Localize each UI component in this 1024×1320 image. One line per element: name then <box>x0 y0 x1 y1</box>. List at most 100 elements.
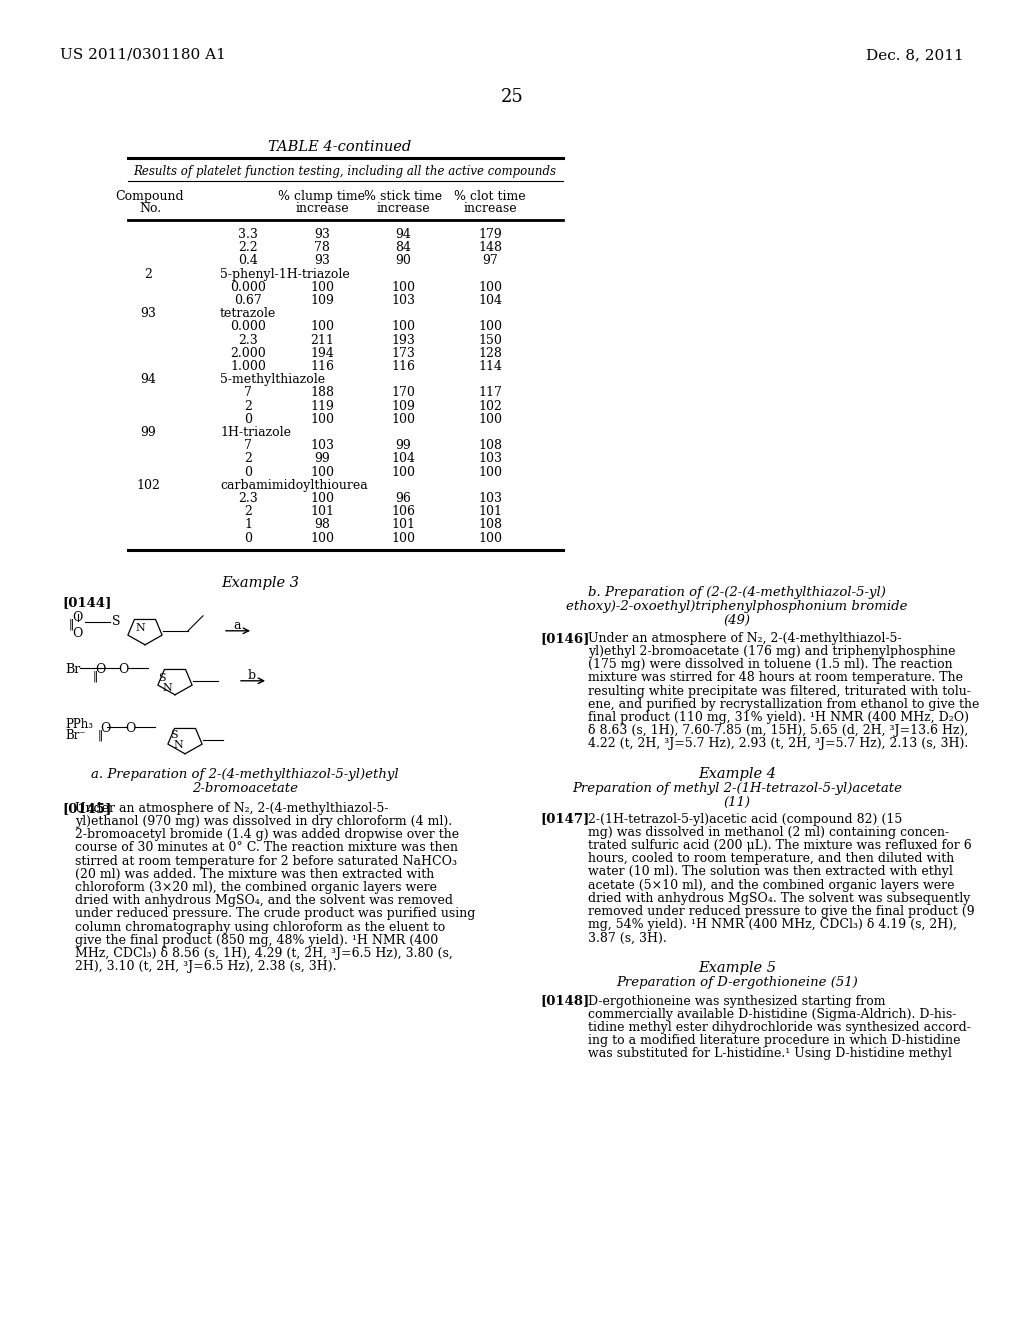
Text: increase: increase <box>463 202 517 215</box>
Text: δ 8.63 (s, 1H), 7.60-7.85 (m, 15H), 5.65 (d, 2H, ³J=13.6 Hz),: δ 8.63 (s, 1H), 7.60-7.85 (m, 15H), 5.65… <box>588 725 969 737</box>
Text: 93: 93 <box>314 255 330 268</box>
Text: [0147]: [0147] <box>540 813 589 825</box>
Text: 100: 100 <box>310 281 334 294</box>
Text: 99: 99 <box>395 440 411 453</box>
Text: mixture was stirred for 48 hours at room temperature. The: mixture was stirred for 48 hours at room… <box>588 672 963 684</box>
Text: 94: 94 <box>395 228 411 242</box>
Text: 100: 100 <box>391 413 415 426</box>
Text: hours, cooled to room temperature, and then diluted with: hours, cooled to room temperature, and t… <box>588 853 954 865</box>
Text: resulting white precipitate was filtered, triturated with tolu-: resulting white precipitate was filtered… <box>588 685 971 697</box>
Text: 100: 100 <box>478 466 502 479</box>
Text: N: N <box>162 682 172 693</box>
Text: MHz, CDCl₃) δ 8.56 (s, 1H), 4.29 (t, 2H, ³J=6.5 Hz), 3.80 (s,: MHz, CDCl₃) δ 8.56 (s, 1H), 4.29 (t, 2H,… <box>75 946 453 960</box>
Text: TABLE 4-continued: TABLE 4-continued <box>268 140 412 154</box>
Text: 108: 108 <box>478 440 502 453</box>
Text: 84: 84 <box>395 242 411 255</box>
Text: 2H), 3.10 (t, 2H, ³J=6.5 Hz), 2.38 (s, 3H).: 2H), 3.10 (t, 2H, ³J=6.5 Hz), 2.38 (s, 3… <box>75 960 337 973</box>
Text: 2-bromoacetyl bromide (1.4 g) was added dropwise over the: 2-bromoacetyl bromide (1.4 g) was added … <box>75 828 459 841</box>
Text: [0144]: [0144] <box>62 595 112 609</box>
Text: 100: 100 <box>478 413 502 426</box>
Text: 2-bromoacetate: 2-bromoacetate <box>193 781 298 795</box>
Text: 100: 100 <box>478 532 502 545</box>
Text: 7: 7 <box>244 387 252 400</box>
Text: 2: 2 <box>144 268 152 281</box>
Text: 93: 93 <box>140 308 156 321</box>
Text: increase: increase <box>295 202 349 215</box>
Text: US 2011/0301180 A1: US 2011/0301180 A1 <box>60 48 226 62</box>
Text: 102: 102 <box>478 400 502 413</box>
Text: 93: 93 <box>314 228 330 242</box>
Text: 101: 101 <box>478 506 502 519</box>
Text: 108: 108 <box>478 519 502 532</box>
Text: a. Preparation of 2-(4-methylthiazol-5-yl)ethyl: a. Preparation of 2-(4-methylthiazol-5-y… <box>91 768 398 781</box>
Text: 0: 0 <box>244 413 252 426</box>
Text: 0: 0 <box>244 466 252 479</box>
Text: % stick time: % stick time <box>364 190 442 203</box>
Text: 100: 100 <box>391 281 415 294</box>
Text: 1H-triazole: 1H-triazole <box>220 426 291 440</box>
Text: commercially available D-histidine (Sigma-Aldrich). D-his-: commercially available D-histidine (Sigm… <box>588 1007 956 1020</box>
Text: 1.000: 1.000 <box>230 360 266 374</box>
Text: [0146]: [0146] <box>540 632 590 644</box>
Text: Example 3: Example 3 <box>221 576 299 590</box>
Text: column chromatography using chloroform as the eluent to: column chromatography using chloroform a… <box>75 920 445 933</box>
Text: 173: 173 <box>391 347 415 360</box>
Text: % clump time: % clump time <box>279 190 366 203</box>
Text: chloroform (3×20 ml), the combined organic layers were: chloroform (3×20 ml), the combined organ… <box>75 880 437 894</box>
Text: 100: 100 <box>310 413 334 426</box>
Text: 114: 114 <box>478 360 502 374</box>
Text: 116: 116 <box>310 360 334 374</box>
Text: Results of platelet function testing, including all the active compounds: Results of platelet function testing, in… <box>133 165 556 178</box>
Text: O: O <box>72 611 82 624</box>
Text: b. Preparation of (2-(2-(4-methylthiazol-5-yl): b. Preparation of (2-(2-(4-methylthiazol… <box>588 586 886 599</box>
Text: 4.22 (t, 2H, ³J=5.7 Hz), 2.93 (t, 2H, ³J=5.7 Hz), 2.13 (s, 3H).: 4.22 (t, 2H, ³J=5.7 Hz), 2.93 (t, 2H, ³J… <box>588 738 969 750</box>
Text: 104: 104 <box>478 294 502 308</box>
Text: 193: 193 <box>391 334 415 347</box>
Text: 100: 100 <box>478 281 502 294</box>
Text: (11): (11) <box>724 796 751 809</box>
Text: 96: 96 <box>395 492 411 506</box>
Text: course of 30 minutes at 0° C. The reaction mixture was then: course of 30 minutes at 0° C. The reacti… <box>75 841 458 854</box>
Text: 2.2: 2.2 <box>239 242 258 255</box>
Text: No.: No. <box>139 202 161 215</box>
Text: 90: 90 <box>395 255 411 268</box>
Text: 148: 148 <box>478 242 502 255</box>
Text: 100: 100 <box>478 321 502 334</box>
Text: increase: increase <box>376 202 430 215</box>
Text: 104: 104 <box>391 453 415 466</box>
Text: 0.000: 0.000 <box>230 321 266 334</box>
Text: Br: Br <box>65 663 80 676</box>
Text: 103: 103 <box>478 492 502 506</box>
Text: (49): (49) <box>724 614 751 627</box>
Text: N: N <box>173 739 182 750</box>
Text: mg, 54% yield). ¹H NMR (400 MHz, CDCl₃) δ 4.19 (s, 2H),: mg, 54% yield). ¹H NMR (400 MHz, CDCl₃) … <box>588 919 957 931</box>
Text: acetate (5×10 ml), and the combined organic layers were: acetate (5×10 ml), and the combined orga… <box>588 879 954 891</box>
Text: 97: 97 <box>482 255 498 268</box>
Text: 2: 2 <box>244 506 252 519</box>
Text: 100: 100 <box>391 466 415 479</box>
Text: ing to a modified literature procedure in which D-histidine: ing to a modified literature procedure i… <box>588 1034 961 1047</box>
Text: 102: 102 <box>136 479 160 492</box>
Text: 100: 100 <box>391 321 415 334</box>
Text: 103: 103 <box>310 440 334 453</box>
Text: 98: 98 <box>314 519 330 532</box>
Text: tetrazole: tetrazole <box>220 308 276 321</box>
Text: O: O <box>125 722 135 735</box>
Text: 117: 117 <box>478 387 502 400</box>
Text: 188: 188 <box>310 387 334 400</box>
Text: Example 4: Example 4 <box>698 767 776 780</box>
Text: removed under reduced pressure to give the final product (9: removed under reduced pressure to give t… <box>588 906 975 917</box>
Text: 128: 128 <box>478 347 502 360</box>
Text: ethoxy)-2-oxoethyl)triphenylphosphonium bromide: ethoxy)-2-oxoethyl)triphenylphosphonium … <box>566 599 907 612</box>
Text: 100: 100 <box>310 466 334 479</box>
Text: Under an atmosphere of N₂, 2-(4-methylthiazol-5-: Under an atmosphere of N₂, 2-(4-methylth… <box>75 801 388 814</box>
Text: PPh₃: PPh₃ <box>65 718 93 731</box>
Text: S: S <box>158 673 166 682</box>
Text: 2: 2 <box>244 453 252 466</box>
Text: 3.87 (s, 3H).: 3.87 (s, 3H). <box>588 932 667 944</box>
Text: 170: 170 <box>391 387 415 400</box>
Text: 2.3: 2.3 <box>239 492 258 506</box>
Text: 7: 7 <box>244 440 252 453</box>
Text: 5-methylthiazole: 5-methylthiazole <box>220 374 326 387</box>
Text: final product (110 mg, 31% yield). ¹H NMR (400 MHz, D₂O): final product (110 mg, 31% yield). ¹H NM… <box>588 711 969 723</box>
